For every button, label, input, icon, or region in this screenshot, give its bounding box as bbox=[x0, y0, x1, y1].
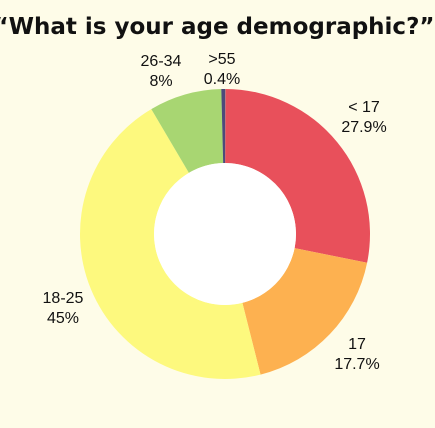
slice-name-label: >55 bbox=[208, 51, 235, 68]
slice-name-label: 26-34 bbox=[141, 53, 182, 70]
slices-group bbox=[80, 88, 370, 379]
slice-label: 17 17.7% bbox=[334, 336, 379, 373]
chart-title: “What is your age demographic?” bbox=[0, 14, 435, 40]
slice-percent-label: 17.7% bbox=[334, 356, 379, 373]
slice-26-34 bbox=[151, 89, 224, 173]
slice-name-label: 18-25 bbox=[43, 290, 84, 307]
slice-percent-label: 8% bbox=[149, 73, 172, 90]
slice-55 bbox=[221, 89, 225, 164]
slice-name-label: 17 bbox=[348, 336, 366, 353]
donut-hole bbox=[154, 163, 296, 305]
slice-label: < 17 27.9% bbox=[341, 99, 386, 136]
labels-group: < 17 27.9% 17 17.7% 18-25 45% 26-34 8% >55 0.4% bbox=[43, 51, 387, 373]
slice-label: 18-25 45% bbox=[43, 290, 84, 327]
slice-percent-label: 0.4% bbox=[204, 71, 240, 88]
slice-percent-label: 45% bbox=[47, 310, 79, 327]
slice-18-25 bbox=[80, 109, 261, 379]
slice-percent-label: 27.9% bbox=[341, 119, 386, 136]
slice-17 bbox=[242, 248, 368, 375]
slice-label: 26-34 8% bbox=[141, 53, 182, 90]
slice-17 bbox=[225, 89, 370, 263]
slice-label: >55 0.4% bbox=[204, 51, 240, 88]
slice-name-label: < 17 bbox=[348, 99, 380, 116]
